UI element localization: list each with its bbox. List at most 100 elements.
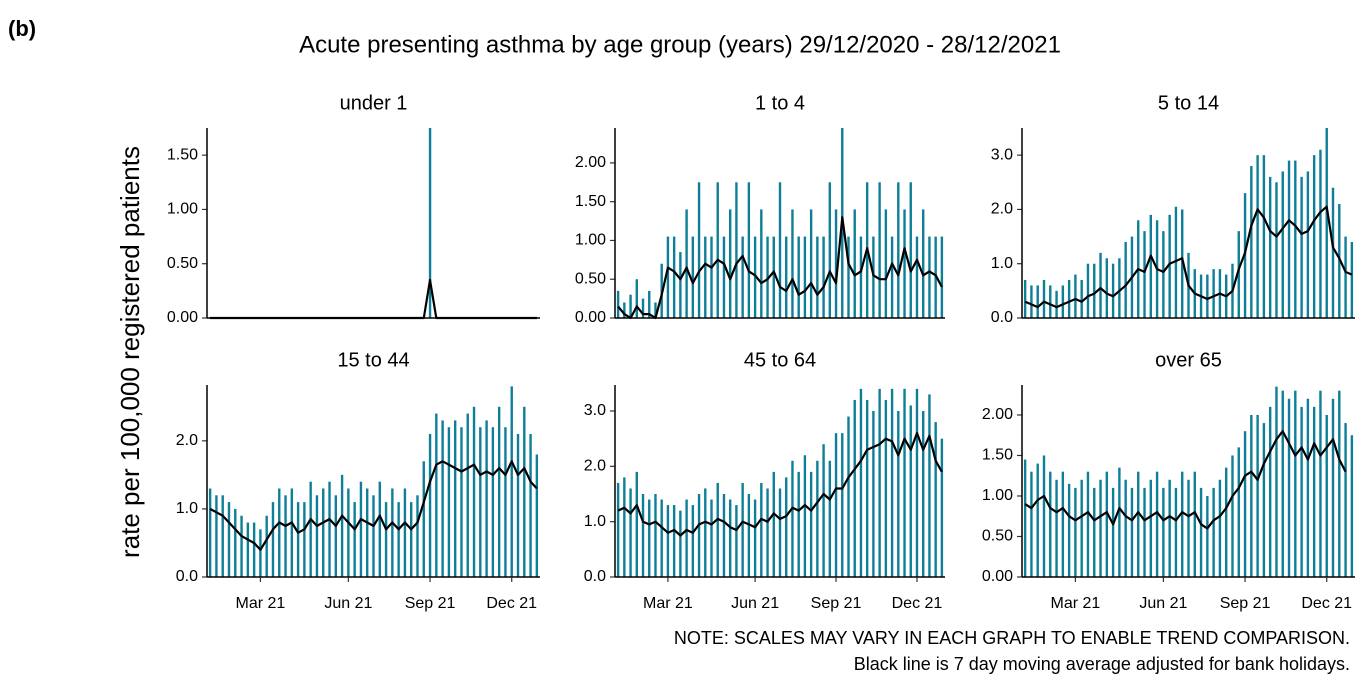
- spike: [1030, 285, 1033, 318]
- spike: [1350, 242, 1354, 318]
- y-tick-label: 1.0: [991, 255, 1013, 272]
- spike: [785, 477, 788, 577]
- spike: [1036, 285, 1039, 318]
- moving-average-line: [1024, 205, 1353, 309]
- spike: [803, 455, 807, 577]
- spike: [1338, 390, 1341, 577]
- x-tick-label: Mar 21: [236, 595, 286, 612]
- spike: [847, 236, 850, 318]
- spike: [760, 482, 763, 577]
- spike: [1137, 471, 1140, 577]
- x-tick-label: Mar 21: [1051, 595, 1101, 612]
- spike: [1319, 149, 1322, 318]
- spike: [878, 182, 881, 318]
- spike: [1206, 495, 1209, 577]
- spike: [928, 394, 931, 577]
- spike: [666, 236, 670, 318]
- panel-title: over 65: [1155, 349, 1222, 371]
- spike: [666, 505, 670, 577]
- spike: [1312, 155, 1316, 318]
- spike: [859, 236, 863, 318]
- spike: [409, 502, 413, 577]
- moving-average-line: [617, 432, 943, 537]
- spike: [504, 427, 507, 577]
- spike: [227, 502, 231, 577]
- spike: [1174, 487, 1178, 577]
- spike: [1281, 171, 1284, 318]
- spike: [816, 460, 819, 577]
- spike: [909, 182, 912, 318]
- panel-title: 5 to 14: [1158, 92, 1219, 114]
- spike: [1256, 414, 1259, 577]
- y-tick-label: 2.0: [991, 201, 1013, 218]
- spike: [1294, 160, 1297, 318]
- spike: [1042, 280, 1046, 318]
- spike: [485, 420, 488, 577]
- spike: [1049, 285, 1052, 318]
- moving-average-line: [209, 460, 538, 551]
- spike: [1023, 459, 1027, 577]
- spike: [1181, 209, 1184, 318]
- spike: [635, 471, 638, 577]
- spike: [922, 411, 925, 577]
- spike: [716, 182, 719, 318]
- spike: [1181, 471, 1184, 577]
- spike: [1275, 182, 1278, 318]
- y-axis-label: rate per 100,000 registered patients: [115, 146, 145, 558]
- moving-average-line: [1024, 430, 1347, 530]
- spike: [1086, 263, 1090, 318]
- spike: [1306, 398, 1310, 577]
- spike: [828, 460, 832, 577]
- x-tick-label: Sep 21: [1220, 595, 1271, 612]
- spike: [1193, 471, 1196, 577]
- spike: [259, 529, 262, 577]
- moving-average-line: [617, 216, 943, 320]
- spike: [747, 182, 751, 318]
- spike: [922, 209, 925, 318]
- spike: [641, 494, 645, 577]
- spike: [1268, 406, 1272, 577]
- spike: [822, 444, 825, 577]
- spike: [246, 522, 250, 577]
- spike: [672, 236, 676, 318]
- spike: [1331, 187, 1335, 318]
- spike: [641, 298, 645, 318]
- spike: [221, 495, 224, 577]
- spike: [1174, 206, 1178, 318]
- spike: [1300, 176, 1303, 318]
- spike: [890, 236, 894, 318]
- spike: [391, 488, 394, 577]
- spike: [1250, 414, 1253, 577]
- spike: [1275, 386, 1278, 577]
- spike: [853, 209, 856, 318]
- spike: [334, 495, 338, 577]
- spike: [722, 236, 726, 318]
- y-tick-label: 1.0: [176, 500, 198, 517]
- spike: [766, 236, 769, 318]
- spike: [479, 427, 482, 577]
- spike: [1224, 467, 1228, 577]
- spike: [753, 499, 757, 577]
- spike: [704, 236, 707, 318]
- spike: [940, 438, 944, 577]
- spike: [1206, 274, 1209, 318]
- y-tick-label: 2.00: [575, 154, 606, 171]
- spike: [909, 405, 912, 577]
- spike: [347, 488, 350, 577]
- spike: [623, 477, 626, 577]
- spike: [1331, 398, 1335, 577]
- spike: [884, 209, 888, 318]
- spike: [1300, 406, 1303, 577]
- spike: [629, 488, 632, 577]
- spike: [623, 302, 626, 318]
- spike: [872, 236, 875, 318]
- spike: [834, 209, 838, 318]
- spike: [1344, 236, 1347, 318]
- spike: [1061, 285, 1065, 318]
- spike: [679, 510, 682, 577]
- panel-title: 1 to 4: [755, 92, 805, 114]
- y-tick-label: 1.50: [982, 447, 1013, 464]
- y-tick-label: 1.0: [584, 513, 606, 530]
- spike: [1099, 479, 1102, 577]
